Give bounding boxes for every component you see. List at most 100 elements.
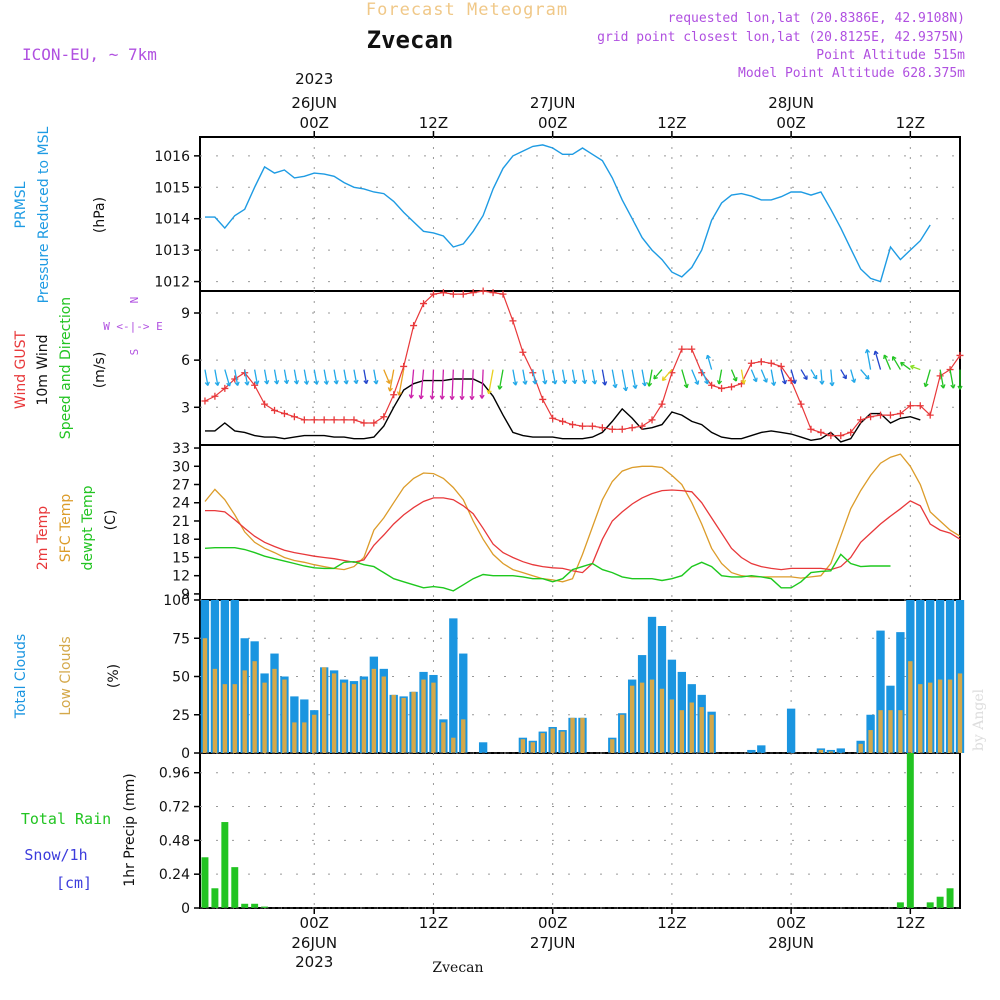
wind-gust-marker: [688, 345, 696, 353]
time-label-bottom: 00Z: [538, 914, 567, 932]
time-label-top: 00Z: [776, 114, 805, 132]
wind-arrow-head: [791, 379, 797, 385]
wind-gust-marker: [420, 300, 428, 308]
low-clouds-bar: [212, 668, 218, 753]
y-tick-label: 0.24: [159, 867, 190, 883]
wind-arrow: [431, 369, 435, 400]
wind-arrow-head: [264, 380, 270, 385]
low-clouds-bar: [520, 739, 526, 753]
low-clouds-bar: [570, 717, 575, 753]
wind-arrow-head: [819, 380, 825, 385]
wind-arrow: [498, 369, 504, 390]
y-tick-label: 1014: [154, 212, 190, 228]
total-clouds-bar: [935, 600, 945, 753]
wind-arrow-head: [244, 381, 250, 386]
wind-arrow-head: [396, 391, 403, 396]
total-clouds-bar: [757, 745, 766, 753]
wind-arrow-head: [763, 378, 768, 383]
wind-arrow: [333, 369, 338, 385]
precip-snow-label: Snow/1h: [24, 846, 87, 864]
low-clouds-bar: [351, 684, 357, 753]
wind-arrow: [224, 369, 231, 387]
rain-bar: [231, 867, 239, 908]
wind-arrow-head: [716, 380, 723, 385]
wind-gust-marker: [618, 425, 626, 433]
precip-axis-label: 1hr Precip (mm): [122, 773, 138, 886]
wind-gust-marker: [410, 322, 418, 330]
wind-gust-marker: [489, 289, 497, 297]
wind-arrow-head: [842, 374, 847, 380]
wind-arrow: [273, 369, 278, 385]
low-clouds-bar: [679, 710, 685, 753]
wind-arrow-head: [873, 350, 879, 356]
low-clouds-bar: [222, 684, 228, 753]
model-label: ICON-EU, ~ 7km: [22, 45, 157, 64]
wind-arrow: [790, 369, 796, 384]
wind-arrow: [900, 362, 911, 371]
wind-gust-marker: [867, 413, 875, 421]
wind-arrow: [874, 350, 882, 370]
wind-arrow: [461, 369, 464, 400]
rain-bar: [896, 902, 904, 908]
wind-arrow: [760, 369, 768, 383]
wind-gust-marker: [767, 359, 775, 367]
low-clouds-bar: [858, 743, 863, 753]
wind-gust-marker: [479, 287, 487, 295]
wind-arrow: [718, 369, 723, 385]
low-clouds-bar: [908, 661, 913, 753]
wind-gust-marker: [797, 400, 805, 408]
low-clouds-bar: [918, 684, 923, 753]
low-clouds-bar: [639, 682, 645, 753]
wind-arrow: [601, 369, 606, 386]
y-tick-label: 25: [172, 708, 190, 724]
wind-arrow: [512, 369, 517, 386]
wind-arrow: [353, 369, 358, 384]
wind-arrow-head: [864, 375, 870, 380]
wind-gust-marker: [350, 416, 358, 424]
wind-gust-marker: [886, 411, 894, 419]
y-tick-label: 1016: [154, 149, 190, 165]
clouds-total-label: Total Clouds: [13, 634, 29, 719]
low-clouds-bar: [331, 673, 337, 753]
wind-arrow-head: [591, 380, 598, 385]
wind-arrow: [820, 369, 823, 385]
low-clouds-bar: [232, 684, 237, 753]
rain-bar: [251, 903, 259, 908]
y-tick-label: 100: [163, 593, 190, 609]
time-label-bottom: 27JUN: [530, 934, 576, 952]
wind-arrow: [204, 369, 209, 386]
wind-gust-marker: [330, 416, 338, 424]
wind-arrow: [730, 369, 737, 382]
wind-arrow-head: [950, 384, 956, 389]
time-label-bottom: 00Z: [776, 914, 805, 932]
rain-bar: [201, 857, 209, 908]
wind-arrow: [323, 369, 328, 385]
wind-arrow: [883, 354, 892, 370]
wind-arrow: [850, 369, 856, 383]
y-tick-label: 18: [172, 532, 190, 548]
time-label-top: 27JUN: [530, 94, 576, 112]
wind-arrow: [293, 369, 298, 385]
total-clouds-bar: [478, 742, 488, 753]
wind-arrow-head: [234, 381, 240, 386]
low-clouds-bar: [610, 739, 615, 753]
clouds-low-label: Low Clouds: [58, 636, 74, 715]
wind-arrow: [924, 369, 931, 387]
wind-arrow: [740, 369, 745, 384]
y-tick-label: 12: [172, 569, 190, 585]
wind-arrow-head: [646, 382, 653, 387]
wind-10m-label: 10m Wind: [35, 334, 51, 405]
low-clouds-bar: [401, 697, 406, 753]
low-clouds-bar: [888, 710, 893, 753]
low-clouds-bar: [709, 714, 714, 753]
low-clouds-bar: [411, 691, 416, 753]
low-clouds-bar: [441, 722, 446, 753]
y-tick-label: 0: [181, 901, 190, 917]
wind-gust-marker: [916, 402, 924, 410]
low-clouds-bar: [312, 714, 317, 753]
y-tick-label: 9: [181, 306, 190, 322]
wind-gust-marker: [896, 410, 904, 418]
y-tick-label: 3: [181, 400, 190, 416]
wind-arrow: [591, 369, 596, 385]
wind-arrow: [552, 369, 556, 385]
